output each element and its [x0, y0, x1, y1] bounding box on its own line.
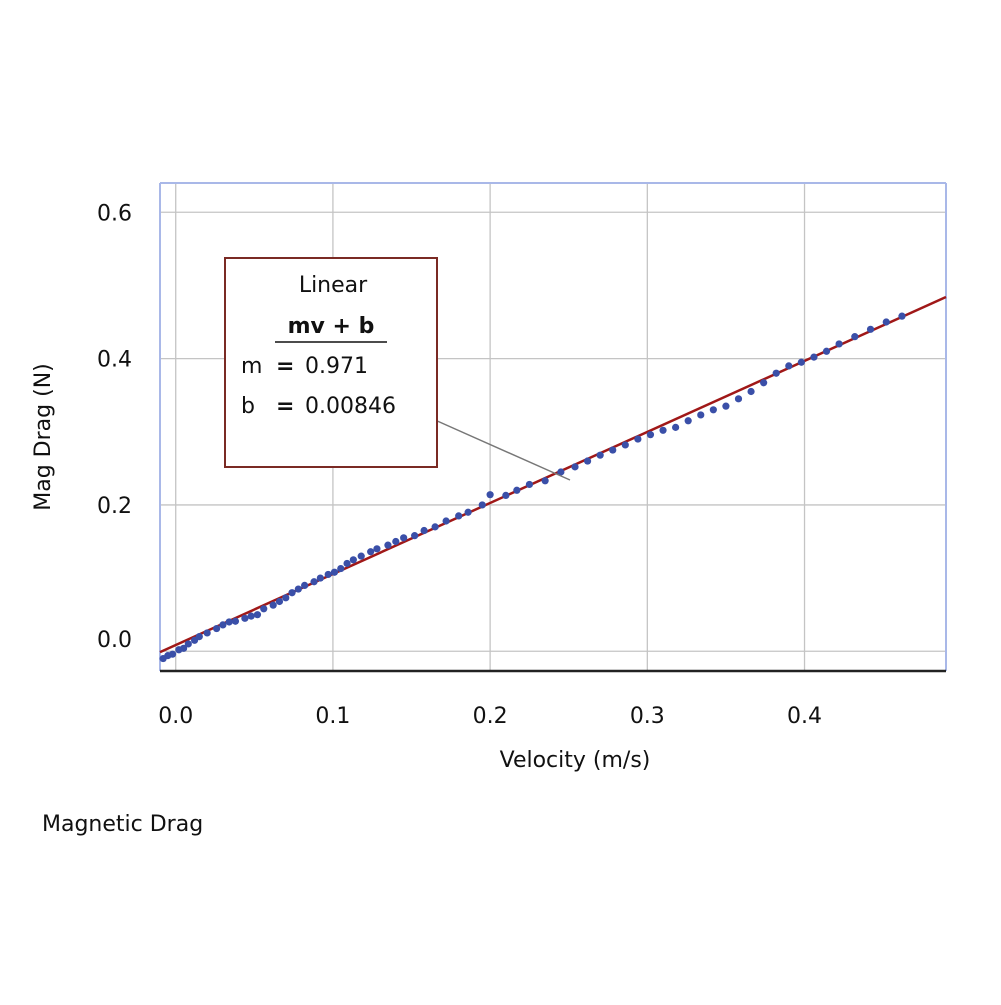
data-point	[212, 624, 221, 633]
data-points	[159, 312, 906, 663]
data-point	[301, 581, 309, 589]
data-point	[367, 548, 375, 556]
fit-m-label: m	[241, 354, 262, 379]
data-point	[294, 585, 302, 593]
data-point	[709, 406, 717, 414]
data-point	[455, 512, 463, 520]
data-point	[288, 589, 296, 597]
data-point	[253, 611, 262, 619]
data-point	[384, 541, 392, 549]
data-point	[810, 353, 818, 361]
fit-name: Linear	[299, 273, 368, 298]
data-point	[898, 312, 906, 320]
data-point	[866, 325, 875, 333]
data-point	[241, 614, 249, 622]
data-point	[231, 617, 240, 625]
x-tick-label: 0.1	[315, 704, 350, 729]
data-point	[525, 480, 534, 489]
data-point	[420, 526, 428, 535]
fit-b-equals: =	[276, 394, 294, 419]
data-point	[502, 491, 510, 500]
data-point	[634, 435, 642, 443]
data-point	[571, 463, 579, 471]
data-point	[541, 477, 549, 485]
data-point	[557, 468, 565, 476]
data-point	[734, 395, 743, 403]
data-point	[797, 358, 805, 366]
data-point	[260, 605, 268, 613]
data-point	[269, 601, 277, 609]
data-point	[609, 446, 617, 454]
data-point	[349, 556, 357, 564]
data-point	[596, 451, 604, 459]
data-point	[583, 457, 592, 465]
data-point	[337, 564, 345, 573]
data-point	[373, 545, 381, 553]
data-point	[310, 578, 318, 586]
data-point	[760, 379, 768, 387]
fit-box-leader-line	[434, 419, 571, 481]
fit-b-value: 0.00846	[305, 394, 396, 419]
plot-frame	[159, 182, 947, 673]
data-point	[486, 491, 494, 499]
y-tick-label: 0.4	[97, 348, 132, 373]
fit-b-label: b	[241, 394, 255, 419]
data-point	[659, 426, 667, 434]
data-point	[835, 340, 843, 348]
data-point	[672, 423, 680, 431]
data-point	[330, 568, 339, 576]
data-point	[785, 362, 793, 370]
data-point	[822, 347, 831, 355]
data-point	[275, 597, 284, 606]
data-point	[324, 570, 332, 579]
fit-box	[224, 257, 438, 468]
data-point	[179, 644, 188, 652]
data-point	[168, 650, 177, 658]
y-tick-label: 0.2	[97, 494, 132, 519]
data-point	[684, 417, 692, 425]
data-point	[722, 402, 730, 410]
x-tick-label: 0.3	[630, 704, 665, 729]
data-point	[772, 369, 780, 377]
y-tick-label: 0.6	[97, 201, 132, 226]
data-point	[478, 501, 486, 509]
data-point	[747, 387, 755, 396]
data-point	[697, 411, 705, 419]
data-point	[513, 486, 521, 494]
data-point	[343, 559, 351, 568]
x-tick-label: 0.2	[473, 704, 508, 729]
data-point	[316, 574, 324, 582]
fit-equation: mv + b	[288, 314, 375, 339]
tick-labels: 0.0 0.1 0.2 0.3 0.4 0.0 0.2 0.4 0.6	[97, 201, 822, 729]
data-point	[882, 318, 890, 326]
data-point	[219, 621, 227, 629]
x-tick-label: 0.4	[787, 704, 822, 729]
data-point	[247, 612, 255, 620]
data-point	[621, 441, 629, 449]
data-point	[400, 534, 408, 542]
data-point	[392, 537, 400, 546]
fit-m-equals: =	[276, 354, 294, 379]
data-point	[282, 594, 290, 602]
y-tick-label: 0.0	[97, 628, 132, 653]
chart-caption: Magnetic Drag	[42, 812, 203, 837]
data-point	[203, 629, 211, 637]
data-point	[225, 618, 233, 626]
data-point	[464, 508, 472, 516]
data-point	[184, 640, 192, 648]
data-point	[851, 333, 859, 341]
x-tick-label: 0.0	[158, 704, 193, 729]
data-point	[442, 517, 450, 525]
data-point	[195, 633, 203, 641]
y-axis-label: Mag Drag (N)	[31, 363, 56, 510]
x-axis-label: Velocity (m/s)	[500, 748, 651, 773]
data-point	[431, 523, 439, 531]
data-point	[357, 552, 365, 560]
fit-m-value: 0.971	[305, 354, 368, 379]
data-point	[411, 532, 419, 540]
data-point	[646, 431, 655, 439]
